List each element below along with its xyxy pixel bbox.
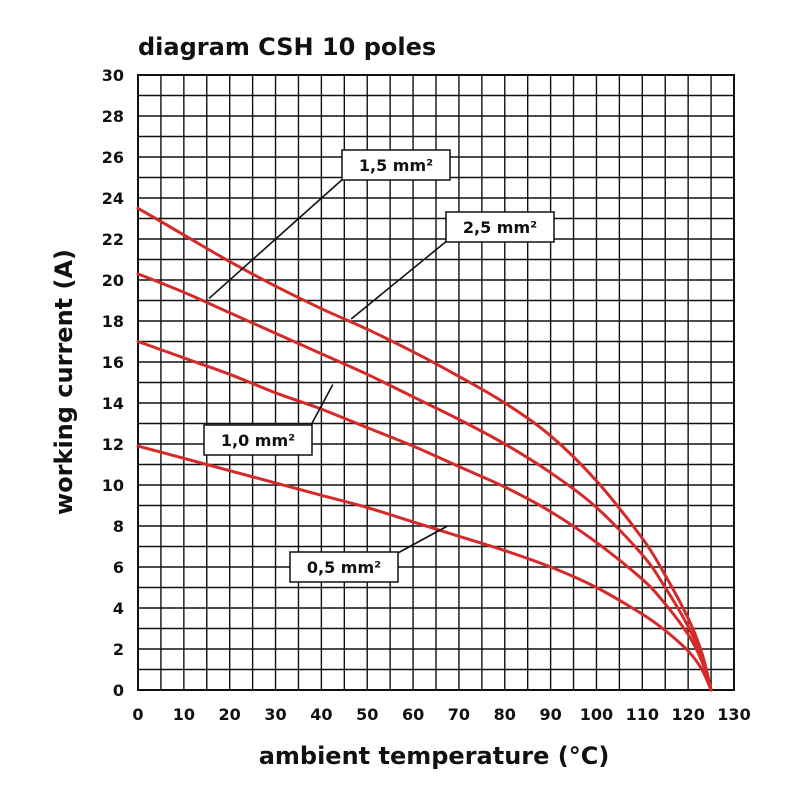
y-tick-label: 16 [102, 353, 124, 372]
x-tick-label: 120 [671, 705, 704, 724]
x-tick-label: 30 [264, 705, 286, 724]
y-tick-label: 14 [102, 394, 124, 413]
x-tick-label: 60 [402, 705, 424, 724]
series-label-box [289, 551, 399, 583]
x-tick-label: 70 [448, 705, 470, 724]
leader-line [208, 177, 345, 300]
x-tick-label: 10 [173, 705, 195, 724]
series-layer [136, 206, 713, 692]
x-tick-label: 110 [626, 705, 659, 724]
y-tick-label: 10 [102, 476, 124, 495]
series-label-box [203, 424, 313, 456]
series-label-box [445, 211, 555, 243]
series-label: 0,5 mm² [307, 558, 381, 577]
annotation-leaders [208, 177, 449, 555]
x-tick-label: 130 [717, 705, 750, 724]
y-tick-label: 24 [102, 189, 124, 208]
y-tick-label: 0 [113, 681, 124, 700]
x-tick-label: 100 [580, 705, 613, 724]
y-tick-label: 8 [113, 517, 124, 536]
leader-line [395, 525, 448, 555]
y-tick-label: 22 [102, 230, 124, 249]
y-tick-label: 12 [102, 435, 124, 454]
series-line [136, 444, 713, 692]
series-labels: 1,5 mm² 2,5 mm² 1,0 mm² 0,5 mm² [203, 149, 555, 583]
y-tick-label: 30 [102, 66, 124, 85]
x-tick-labels: 0 10 20 30 40 50 60 70 80 90 100 110 120 130 [132, 705, 750, 724]
y-tick-label: 18 [102, 312, 124, 331]
y-tick-label: 26 [102, 148, 124, 167]
y-axis-label: working current (A) [50, 249, 78, 515]
x-tick-label: 20 [219, 705, 241, 724]
leader-line [309, 384, 334, 428]
plot-frame [137, 74, 735, 691]
series-label: 1,5 mm² [359, 156, 433, 175]
y-tick-label: 2 [113, 640, 124, 659]
series-line [136, 340, 713, 692]
x-tick-label: 40 [310, 705, 332, 724]
series-label-box [341, 149, 451, 181]
series-line [136, 206, 713, 692]
x-axis-label: ambient temperature (°C) [259, 742, 610, 770]
x-tick-label: 80 [494, 705, 516, 724]
series-label: 2,5 mm² [463, 218, 537, 237]
series-label: 1,0 mm² [221, 431, 295, 450]
x-tick-label: 50 [356, 705, 378, 724]
y-tick-label: 4 [113, 599, 124, 618]
y-tick-label: 6 [113, 558, 124, 577]
series-line [136, 272, 713, 692]
y-tick-label: 20 [102, 271, 124, 290]
y-tick-label: 28 [102, 107, 124, 126]
chart-title: diagram CSH 10 poles [138, 33, 436, 61]
x-tick-label: 0 [132, 705, 143, 724]
x-tick-label: 90 [539, 705, 561, 724]
leader-line [350, 239, 449, 320]
